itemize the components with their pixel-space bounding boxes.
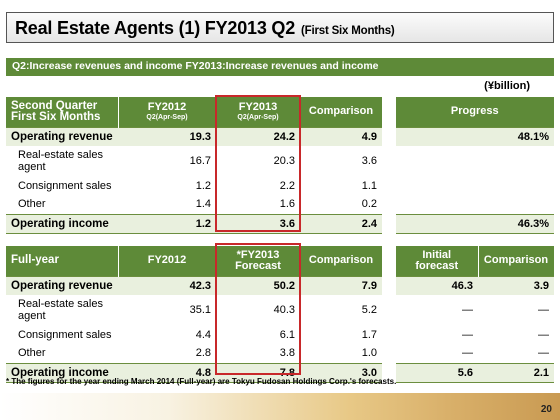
summary-banner: Q2:Increase revenues and income FY2013:I… (6, 58, 554, 76)
header-comparison: Comparison (300, 246, 383, 276)
title-box: Real Estate Agents (1) FY2013 Q2 (First S… (6, 12, 554, 43)
header-fy2012: FY2012 (118, 246, 217, 276)
header-label: Full-year (6, 246, 119, 276)
table-header-row: Full-year FY2012 *FY2013 Forecast Compari… (6, 246, 555, 276)
unit-label: (¥billion) (484, 80, 530, 92)
fy2013-highlight-top (215, 95, 301, 232)
table-row: Operating income 4.8 7.8 3.0 5.6 2.1 (6, 362, 554, 383)
header-comparison: Comparison (300, 97, 383, 127)
page-title: Real Estate Agents (1) FY2013 Q2 (First S… (15, 18, 395, 38)
header-label: Second Quarter First Six Months (6, 97, 119, 127)
table-row: Real-estate sales agent 16.7 20.3 3.6 (18, 149, 377, 173)
table-row: Consignment sales 4.4 6.1 1.7 — — (18, 328, 549, 341)
table-row: Operating revenue 42.3 50.2 7.9 46.3 3.9 (6, 275, 554, 295)
second-quarter-table: Second Quarter First Six Months FY2012 Q2(… (6, 97, 555, 234)
footnote: * The figures for the year ending March … (6, 377, 397, 386)
table-row: Other 1.4 1.6 0.2 (18, 198, 377, 211)
page-subtitle: (First Six Months) (301, 25, 395, 37)
page-number: 20 (540, 404, 552, 415)
table-row: Operating income 1.2 3.6 2.4 46.3% (6, 213, 554, 234)
header-initial-forecast: Initial forecast (396, 246, 479, 276)
header-fy2012: FY2012 Q2(Apr-Sep) (118, 97, 217, 127)
table-header-row: Second Quarter First Six Months FY2012 Q2(… (6, 97, 555, 127)
header-fy2013: FY2013 Q2(Apr-Sep) (216, 97, 301, 127)
header-comparison-2: Comparison (478, 246, 555, 276)
table-row: Consignment sales 1.2 2.2 1.1 (18, 179, 377, 192)
fy2013-highlight-bottom (215, 243, 301, 375)
footer-bar (0, 393, 560, 420)
table-row: Other 2.8 3.8 1.0 — — (18, 347, 549, 360)
table-row: Operating revenue 19.3 24.2 4.9 48.1% (6, 126, 554, 146)
full-year-table: Full-year FY2012 *FY2013 Forecast Compari… (6, 246, 555, 383)
table-row: Real-estate sales agent 35.1 40.3 5.2 — … (18, 298, 549, 322)
header-progress: Progress (396, 97, 555, 127)
